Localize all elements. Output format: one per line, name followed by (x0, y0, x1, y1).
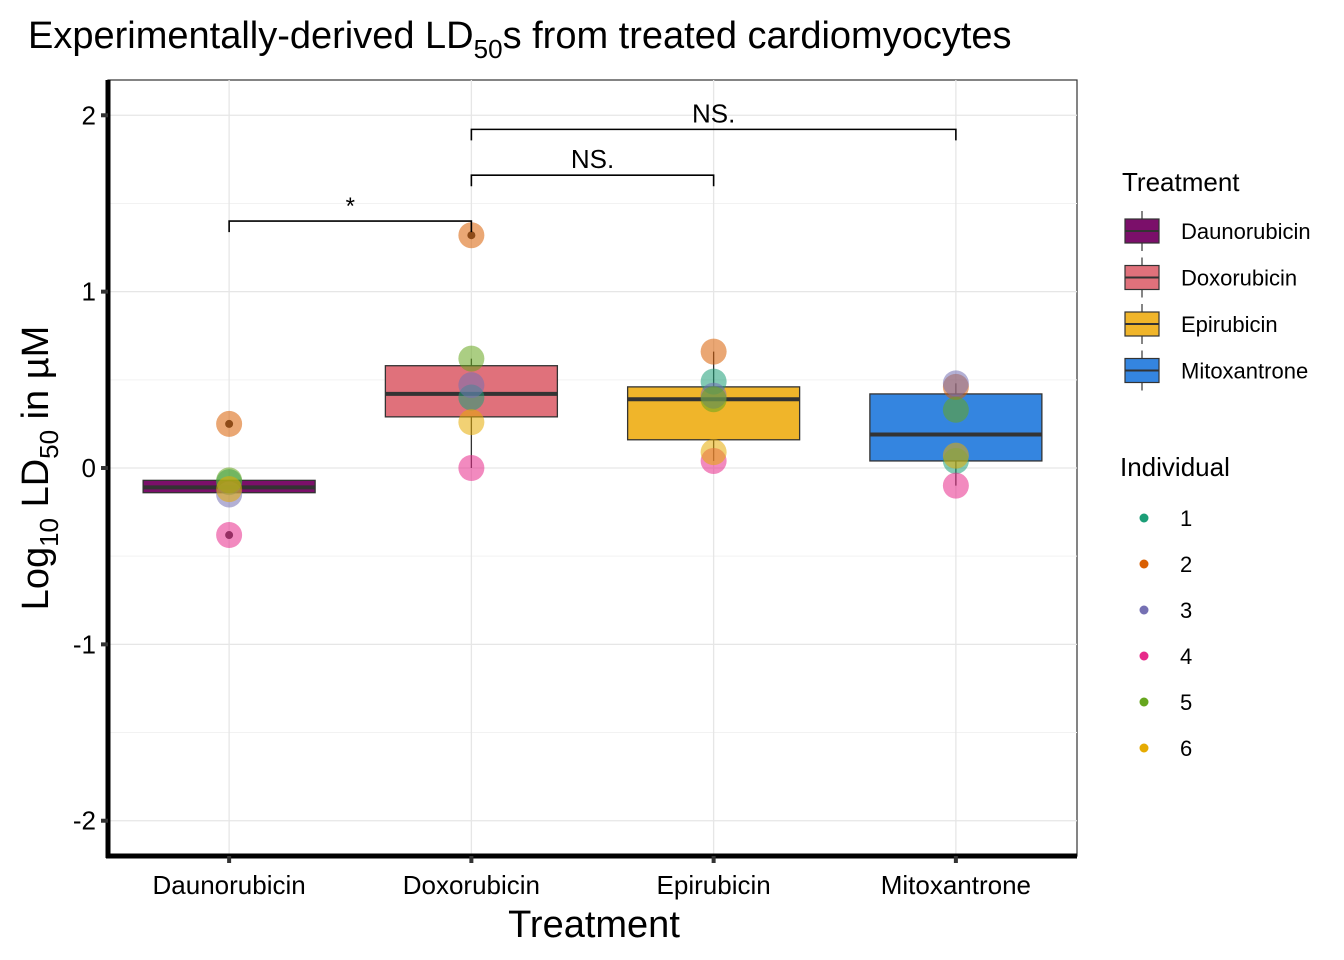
legend-individual-label: 2 (1180, 552, 1192, 577)
y-axis-label-ld: LD (15, 459, 57, 518)
y-axis-label-unit: in µM (15, 326, 57, 430)
data-point-individual-3 (458, 372, 485, 399)
data-point-individual-6 (700, 439, 727, 466)
y-tick-label: 0 (82, 453, 96, 483)
significance-bracket (228, 220, 473, 233)
chart-title-rest: s from treated cardiomyocytes (503, 15, 1012, 57)
legend-individual-title: Individual (1120, 452, 1230, 482)
x-axis-label: Treatment (508, 904, 680, 946)
data-point-individual-6 (458, 409, 485, 436)
legend-individual-dot (1139, 651, 1149, 661)
data-point-individual-5 (942, 396, 969, 423)
chart-title-subscript: 50 (474, 34, 503, 64)
data-point-individual-2 (700, 338, 727, 365)
legend-individual-dot (1139, 697, 1149, 707)
legend-individual-label: 1 (1180, 506, 1192, 531)
data-point-individual-3 (942, 370, 969, 397)
legend-individual-dot (1139, 605, 1149, 615)
significance-brackets: * NS. NS. (228, 98, 957, 233)
data-point-individual-5 (700, 386, 727, 413)
x-ticks: Daunorubicin Doxorubicin Epirubicin Mitoxan… (153, 856, 1031, 900)
y-tick-label: -2 (73, 806, 96, 836)
legend-treatment: Treatment Daunorubicin Doxorubicin Epirubi… (1122, 167, 1311, 391)
x-tick-label: Mitoxantrone (881, 870, 1031, 900)
legend-treatment-label: Doxorubicin (1181, 266, 1297, 291)
legend-individual-label: 4 (1180, 644, 1192, 669)
legend-individual-label: 6 (1180, 736, 1192, 761)
data-point-individual-2 (458, 222, 485, 249)
points (216, 222, 969, 549)
data-point-individual-5 (458, 345, 485, 372)
significance-bracket (470, 174, 715, 187)
legend-individual: Individual 1 2 3 4 5 6 (1120, 452, 1230, 761)
y-tick-label: -1 (73, 629, 96, 659)
legend-treatment-label: Daunorubicin (1181, 219, 1311, 244)
chart-title-main: Experimentally-derived LD (28, 15, 474, 57)
legend-treatment-label: Mitoxantrone (1181, 359, 1308, 384)
y-axis-label-sub10: 10 (34, 518, 64, 547)
x-tick-label: Epirubicin (657, 870, 771, 900)
data-point-individual-2 (216, 410, 243, 437)
data-point-individual-4 (216, 522, 243, 549)
data-point-individual-6 (942, 442, 969, 469)
data-point-individual-6 (216, 476, 243, 503)
significance-label: NS. (692, 98, 735, 128)
data-point-individual-4 (942, 472, 969, 499)
significance-bracket (470, 128, 957, 141)
legend-individual-label: 5 (1180, 690, 1192, 715)
legend-treatment-label: Epirubicin (1181, 312, 1278, 337)
legend-individual-dot (1139, 743, 1149, 753)
significance-label: NS. (571, 144, 614, 174)
y-tick-label: 2 (82, 100, 96, 130)
legend-individual-dot (1139, 559, 1149, 569)
y-axis-label-sub50: 50 (34, 430, 64, 459)
y-axis-label: Log10 LD50 in µM (15, 326, 64, 611)
y-tick-label: 1 (82, 277, 96, 307)
legend-treatment-title: Treatment (1122, 167, 1240, 197)
data-point-individual-4 (458, 455, 485, 481)
chart-title: Experimentally-derived LD50s from treate… (28, 15, 1012, 64)
y-axis-label-log: Log (15, 547, 57, 610)
legend-individual-dot (1139, 513, 1149, 523)
significance-label: * (346, 193, 355, 220)
legend-individual-label: 3 (1180, 598, 1192, 623)
x-tick-label: Daunorubicin (153, 870, 306, 900)
x-tick-label: Doxorubicin (403, 870, 540, 900)
y-ticks: 2 1 0 -1 -2 (73, 100, 108, 836)
